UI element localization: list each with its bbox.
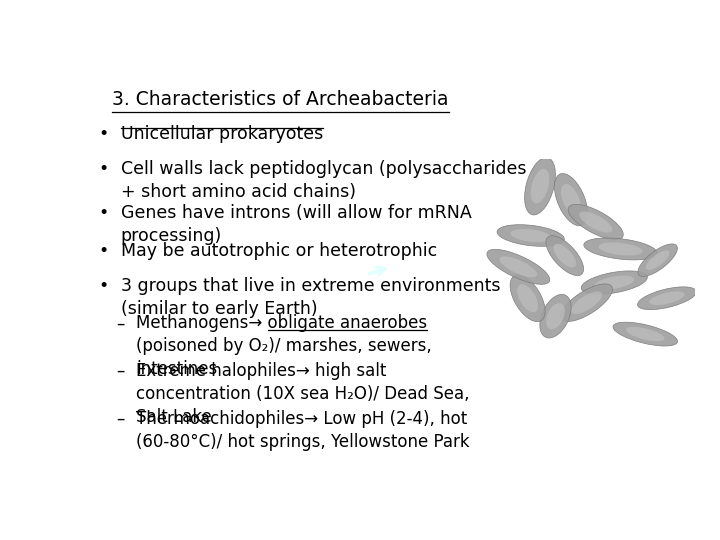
Ellipse shape [560,284,613,321]
Ellipse shape [510,275,545,322]
Text: Unicellular prokaryotes: Unicellular prokaryotes [121,125,323,143]
Ellipse shape [525,158,555,215]
Text: Extreme halophiles→ high salt
concentration (10X sea H₂O)/ Dead Sea,
Salt Lake: Extreme halophiles→ high salt concentrat… [136,362,470,426]
Ellipse shape [554,173,588,226]
Ellipse shape [638,244,678,276]
Ellipse shape [595,275,634,289]
Text: –: – [117,314,125,332]
Ellipse shape [579,212,612,233]
Text: Methanogens→ obligate anaerobes
(poisoned by O₂)/ marshes, sewers,
intestines: Methanogens→ obligate anaerobes (poisone… [136,314,432,378]
Ellipse shape [510,229,551,242]
Text: •: • [99,125,109,143]
Ellipse shape [649,292,685,305]
Text: –: – [117,410,125,428]
Text: –: – [117,362,125,380]
Ellipse shape [626,327,665,341]
Ellipse shape [581,271,647,294]
Ellipse shape [584,238,657,260]
Ellipse shape [540,294,571,338]
Ellipse shape [646,251,670,270]
Text: 3 groups that live in extreme environments
(similar to early Earth): 3 groups that live in extreme environmen… [121,277,500,318]
Text: Genes have introns (will allow for mRNA
processing): Genes have introns (will allow for mRNA … [121,204,472,245]
Ellipse shape [637,287,696,309]
Ellipse shape [487,249,550,285]
Text: May be autotrophic or heterotrophic: May be autotrophic or heterotrophic [121,241,437,260]
Ellipse shape [613,322,678,346]
Text: •: • [99,277,109,295]
Text: Thermoachidophiles→ Low pH (2-4), hot
(60-80°C)/ hot springs, Yellowstone Park: Thermoachidophiles→ Low pH (2-4), hot (6… [136,410,470,451]
Ellipse shape [598,242,642,255]
Text: Cell walls lack peptidoglycan (polysaccharides
+ short amino acid chains): Cell walls lack peptidoglycan (polysacch… [121,160,526,201]
Ellipse shape [554,244,576,268]
Ellipse shape [546,236,584,275]
Ellipse shape [568,205,624,240]
Text: •: • [99,204,109,222]
Text: •: • [99,241,109,260]
Text: •: • [99,160,109,178]
Ellipse shape [546,303,565,329]
Text: 3. Characteristics of Archeabacteria: 3. Characteristics of Archeabacteria [112,90,449,109]
Ellipse shape [531,169,549,204]
Ellipse shape [500,256,537,278]
Ellipse shape [571,292,602,314]
Ellipse shape [517,284,538,312]
Ellipse shape [497,225,564,246]
Ellipse shape [561,184,581,215]
